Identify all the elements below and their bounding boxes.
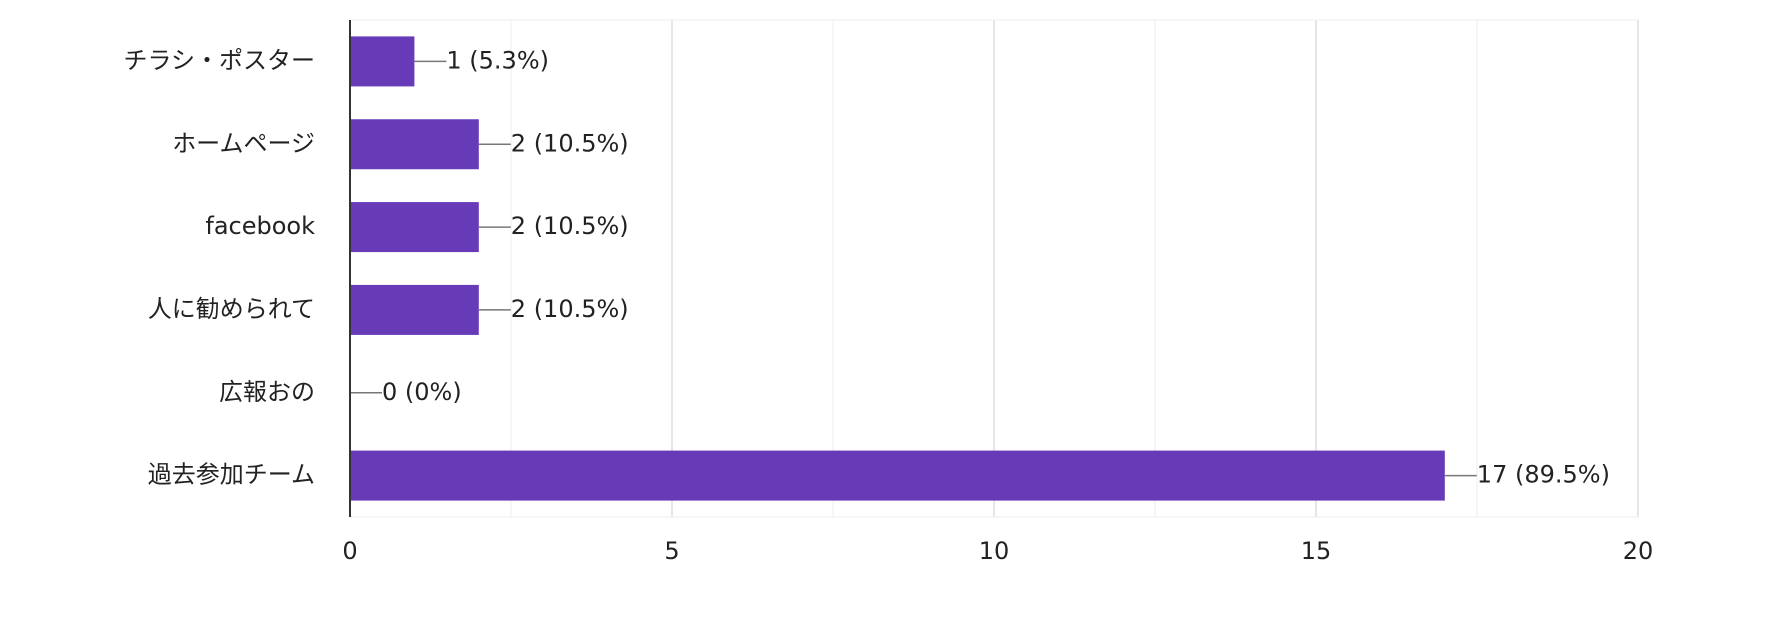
- x-tick-label: 10: [979, 537, 1010, 565]
- value-label: 2 (10.5%): [511, 212, 629, 240]
- x-tick-label: 15: [1301, 537, 1332, 565]
- bar: [350, 450, 1445, 501]
- y-tick-label: 人に勧められて: [148, 295, 315, 323]
- x-tick-label: 0: [342, 537, 357, 565]
- bar: [350, 202, 479, 253]
- x-tick-label: 20: [1623, 537, 1654, 565]
- y-tick-label: ホームページ: [172, 129, 315, 157]
- y-tick-label: 過去参加チーム: [148, 461, 315, 489]
- y-tick-label: facebook: [205, 212, 315, 240]
- value-label: 2 (10.5%): [511, 295, 629, 323]
- bar: [350, 284, 479, 335]
- value-label: 1 (5.3%): [446, 46, 549, 74]
- value-label: 17 (89.5%): [1477, 461, 1610, 489]
- x-tick-label: 5: [664, 537, 679, 565]
- y-tick-label: 広報おの: [219, 378, 315, 406]
- value-label: 0 (0%): [382, 378, 462, 406]
- bar: [350, 36, 415, 87]
- value-label: 2 (10.5%): [511, 129, 629, 157]
- bar: [350, 119, 479, 170]
- y-tick-label: チラシ・ポスター: [123, 46, 315, 74]
